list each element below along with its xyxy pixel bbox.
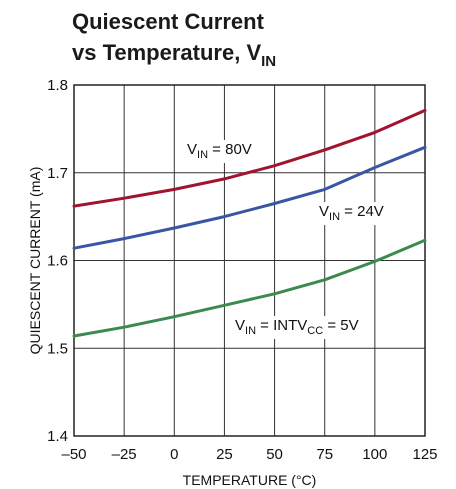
x-tick-label: 100 <box>362 446 387 463</box>
series-line-0 <box>72 108 427 208</box>
series-label-2: VIN = INTVCC = 5V <box>235 317 359 337</box>
series-label-part: = INTV <box>256 317 307 334</box>
x-tick-label: 0 <box>170 446 178 463</box>
series-label-part: IN <box>197 149 208 161</box>
x-tick-label: 25 <box>216 446 233 463</box>
series-label-part: IN <box>245 325 256 337</box>
series-label-part: = 24V <box>340 203 384 220</box>
chart-title-line2: vs Temperature, VIN <box>72 40 276 70</box>
y-tick-label: 1.6 <box>47 253 68 270</box>
series-label-part: V <box>187 141 197 158</box>
y-tick-label: 1.5 <box>47 340 68 357</box>
y-axis-label: QUIESCENT CURRENT (mA) <box>27 167 43 355</box>
y-tick-label: 1.4 <box>47 428 68 445</box>
series-line-2 <box>72 238 427 338</box>
series-label-part: V <box>319 203 329 220</box>
series-label-part: = 80V <box>208 141 252 158</box>
series-label-part: V <box>235 317 245 334</box>
series-label-background <box>316 202 387 225</box>
y-tick-label: 1.8 <box>47 77 68 94</box>
tick-labels: –50 –25 0 25 50 75 100 125 1.4 1.5 1.6 1.7 1.8 <box>47 77 437 463</box>
series-label-1: VIN = 24V <box>319 203 384 223</box>
plot-frame <box>73 84 426 437</box>
x-tick-label: –50 <box>61 446 86 463</box>
x-tick-label: –25 <box>112 446 137 463</box>
y-tick-label: 1.7 <box>47 165 68 182</box>
title-subscript: IN <box>261 53 276 70</box>
x-tick-label: 125 <box>412 446 437 463</box>
series-label-part: CC <box>307 325 323 337</box>
series-label-background <box>184 140 255 163</box>
title-text: vs Temperature, V <box>72 40 261 65</box>
series-label-background <box>232 316 362 339</box>
series-layer <box>72 108 427 338</box>
series-label-part: = 5V <box>323 317 358 334</box>
x-tick-label: 75 <box>316 446 333 463</box>
series-line-1 <box>72 145 427 250</box>
series-label-part: IN <box>329 211 340 223</box>
x-tick-label: 50 <box>266 446 283 463</box>
x-axis-label: TEMPERATURE (°C) <box>183 472 317 488</box>
chart-title-line1: Quiescent Current <box>72 9 265 34</box>
grid <box>73 84 426 437</box>
series-label-0: VIN = 80V <box>187 141 252 161</box>
